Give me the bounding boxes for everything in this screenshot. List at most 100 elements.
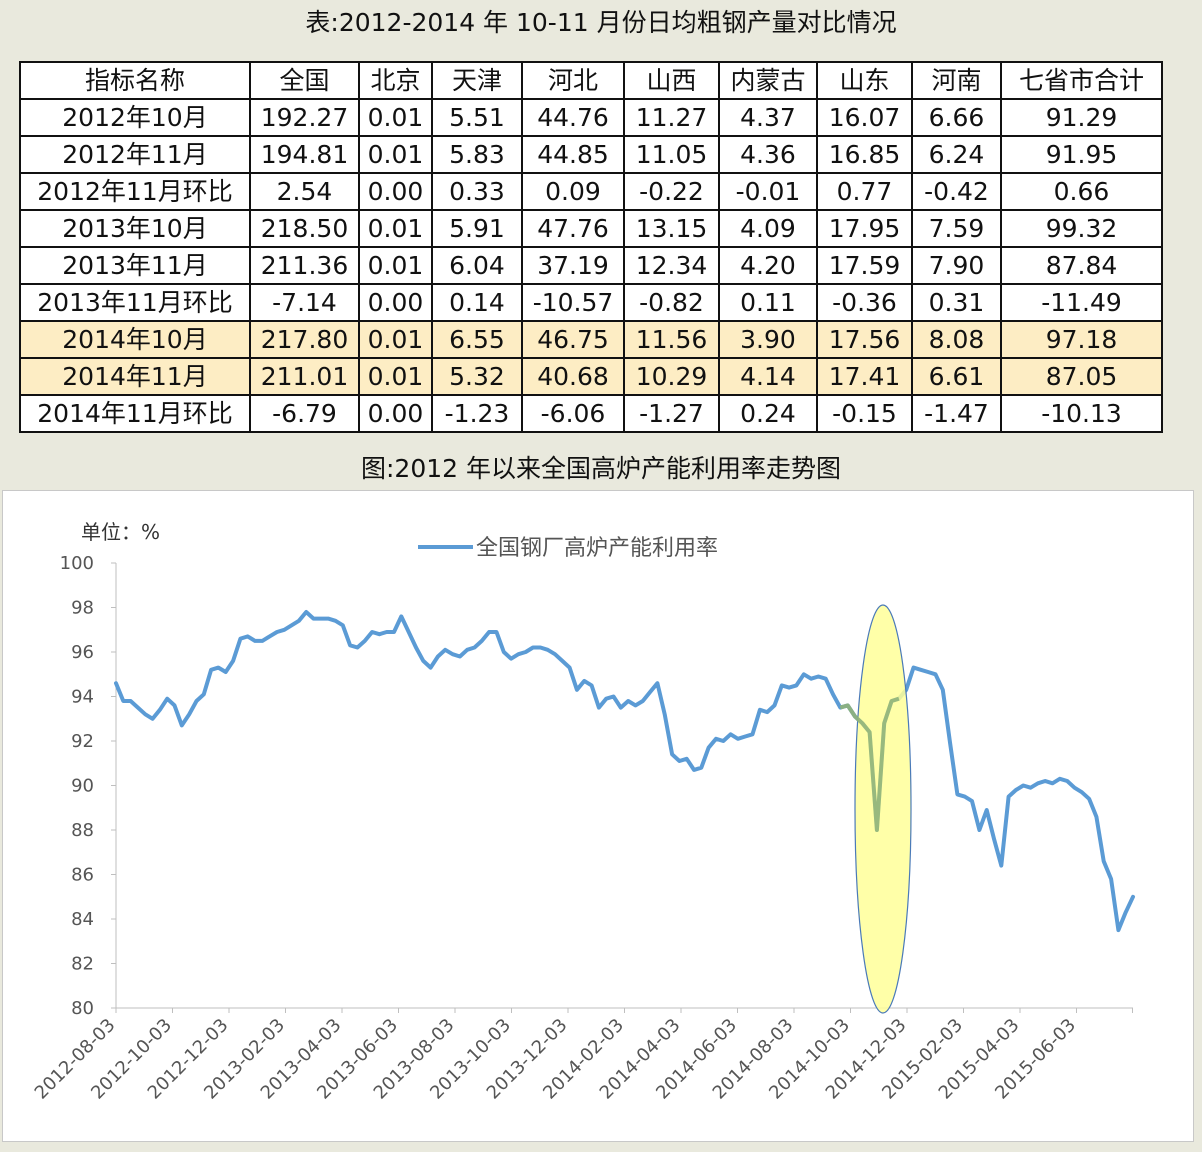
table-cell: -10.57: [521, 283, 625, 322]
table-cell: 194.81: [249, 135, 360, 174]
table-row: 2014年11月环比 -6.79 0.00 -1.23 -6.06 -1.27 0.24 -0…: [19, 394, 1163, 433]
table-cell: -0.01: [718, 172, 818, 211]
y-tick-label: 82: [71, 954, 94, 975]
table-cell: 0.66: [1000, 172, 1163, 211]
table-cell: 3.90: [718, 320, 818, 359]
row-label-cell: 2013年11月环比: [19, 283, 251, 322]
table-cell: 0.00: [358, 172, 433, 211]
table-title: 表:2012-2014 年 10-11 月份日均粗钢产量对比情况: [305, 8, 897, 37]
table-cell: 0.01: [358, 357, 433, 396]
row-label-cell: 2014年10月: [19, 320, 251, 359]
table-cell: 44.76: [521, 98, 625, 137]
row-label-cell: 2014年11月环比: [19, 394, 251, 433]
series-line: [114, 610, 1135, 933]
table-cell: 6.04: [431, 246, 523, 285]
table-cell: 217.80: [249, 320, 360, 359]
table-cell: -0.15: [816, 394, 913, 433]
y-tick-label: 90: [71, 776, 94, 797]
table-cell: 5.91: [431, 209, 523, 248]
column-header: 山西: [623, 61, 720, 100]
table-cell: 0.24: [718, 394, 818, 433]
row-label-cell: 2013年10月: [19, 209, 251, 248]
table-cell: 4.09: [718, 209, 818, 248]
table-cell: 192.27: [249, 98, 360, 137]
table-cell: 211.36: [249, 246, 360, 285]
legend-label: 全国钢厂高炉产能利用率: [476, 536, 718, 561]
table-cell: 13.15: [623, 209, 720, 248]
table-cell: 0.33: [431, 172, 523, 211]
table-header-row: 指标名称 全国 北京 天津 河北 山西 内蒙古 山东 河南 七省市合计: [19, 61, 1163, 100]
row-label-cell: 2013年11月: [19, 246, 251, 285]
table-cell: 40.68: [521, 357, 625, 396]
table-cell: -0.36: [816, 283, 913, 322]
table-cell: 97.18: [1000, 320, 1163, 359]
table-cell: 47.76: [521, 209, 625, 248]
column-header: 天津: [431, 61, 523, 100]
table-cell: 0.01: [358, 98, 433, 137]
table-cell: 16.07: [816, 98, 913, 137]
table-cell: 91.29: [1000, 98, 1163, 137]
table-cell: 5.32: [431, 357, 523, 396]
column-header: 河北: [521, 61, 625, 100]
chart-title: 图:2012 年以来全国高炉产能利用率走势图: [361, 454, 841, 483]
table-row: 2012年11月 194.81 0.01 5.83 44.85 11.05 4.36 16.8…: [19, 135, 1163, 174]
row-label-cell: 2014年11月: [19, 357, 251, 396]
table-cell: -1.27: [623, 394, 720, 433]
table-cell: 2.54: [249, 172, 360, 211]
table-row: 2013年11月 211.36 0.01 6.04 37.19 12.34 4.20 17.5…: [19, 246, 1163, 285]
row-label-cell: 2012年11月: [19, 135, 251, 174]
table-row: 2012年11月环比 2.54 0.00 0.33 0.09 -0.22 -0.01 0.77…: [19, 172, 1163, 211]
highlight-ellipse: [854, 604, 912, 1014]
table-cell: 5.51: [431, 98, 523, 137]
table-cell: 16.85: [816, 135, 913, 174]
table-row: 2013年11月环比 -7.14 0.00 0.14 -10.57 -0.82 0.11 -0…: [19, 283, 1163, 322]
table-cell: 7.59: [911, 209, 1002, 248]
table-cell: -1.47: [911, 394, 1002, 433]
table-cell: 6.66: [911, 98, 1002, 137]
table-cell: 0.01: [358, 246, 433, 285]
series-line-highlighted: [839, 696, 900, 832]
table-cell: 17.41: [816, 357, 913, 396]
table-cell: -6.06: [521, 394, 625, 433]
y-tick-label: 86: [71, 865, 94, 886]
table-cell: 4.14: [718, 357, 818, 396]
table-cell: 11.56: [623, 320, 720, 359]
table-cell: 0.00: [358, 394, 433, 433]
column-header: 指标名称: [19, 61, 251, 100]
table-cell: 37.19: [521, 246, 625, 285]
table-cell: -0.22: [623, 172, 720, 211]
table-cell: 6.24: [911, 135, 1002, 174]
y-tick-label: 84: [71, 909, 94, 930]
y-tick-label: 94: [71, 687, 94, 708]
table-cell: 211.01: [249, 357, 360, 396]
row-label-cell: 2012年11月环比: [19, 172, 251, 211]
table-row: 2014年10月 217.80 0.01 6.55 46.75 11.56 3.90 17.5…: [19, 320, 1163, 359]
column-header: 全国: [249, 61, 360, 100]
table-cell: 87.05: [1000, 357, 1163, 396]
table-cell: 0.14: [431, 283, 523, 322]
column-header: 山东: [816, 61, 913, 100]
column-header: 七省市合计: [1000, 61, 1163, 100]
row-label-cell: 2012年10月: [19, 98, 251, 137]
table-cell: 17.95: [816, 209, 913, 248]
y-tick-label: 80: [71, 998, 94, 1019]
table-cell: -7.14: [249, 283, 360, 322]
table-cell: 0.31: [911, 283, 1002, 322]
column-header: 内蒙古: [718, 61, 818, 100]
y-tick-label: 96: [71, 642, 94, 663]
table-cell: 0.09: [521, 172, 625, 211]
table-cell: 0.01: [358, 320, 433, 359]
table-cell: 99.32: [1000, 209, 1163, 248]
table-cell: -10.13: [1000, 394, 1163, 433]
table-cell: 17.59: [816, 246, 913, 285]
table-row: 2012年10月 192.27 0.01 5.51 44.76 11.27 4.37 16.0…: [19, 98, 1163, 137]
y-tick-label: 98: [71, 598, 94, 619]
table-cell: 8.08: [911, 320, 1002, 359]
line-chart-panel: 80 82 84 86 88 90 92 94 96 98 100 2012-08-03 2012-10…: [2, 490, 1194, 1142]
production-table: 指标名称 全国 北京 天津 河北 山西 内蒙古 山东 河南 七省市合计 2012年10月 192.2…: [19, 61, 1163, 433]
table-cell: 0.11: [718, 283, 818, 322]
table-cell: 44.85: [521, 135, 625, 174]
column-header: 河南: [911, 61, 1002, 100]
table-row: 2014年11月 211.01 0.01 5.32 40.68 10.29 4.14 17.4…: [19, 357, 1163, 396]
table-cell: 11.27: [623, 98, 720, 137]
